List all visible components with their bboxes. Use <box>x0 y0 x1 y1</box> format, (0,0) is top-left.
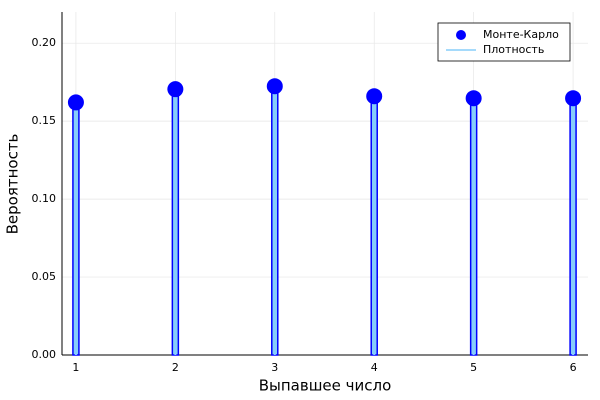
y-tick-label: 0.00 <box>32 348 57 361</box>
point <box>465 90 482 107</box>
x-tick-label: 1 <box>72 361 79 374</box>
point <box>167 81 184 98</box>
point <box>67 94 84 111</box>
y-tick-label: 0.15 <box>32 114 57 127</box>
x-tick-label: 6 <box>570 361 577 374</box>
point <box>266 78 283 95</box>
x-tick-label: 4 <box>371 361 378 374</box>
x-axis-label: Выпавшее число <box>259 377 392 395</box>
x-tick-label: 3 <box>271 361 278 374</box>
x-tick-label: 2 <box>172 361 179 374</box>
y-tick-label: 0.05 <box>32 270 57 283</box>
legend-label: Плотность <box>483 43 544 56</box>
y-axis-label: Вероятность <box>4 134 22 235</box>
legend-box <box>437 22 571 62</box>
point <box>366 88 383 105</box>
legend-marker <box>456 30 466 40</box>
legend-label: Монте-Карло <box>483 28 559 41</box>
y-tick-label: 0.10 <box>32 192 57 205</box>
point <box>565 90 582 107</box>
x-tick-label: 5 <box>470 361 477 374</box>
y-tick-label: 0.20 <box>32 36 57 49</box>
